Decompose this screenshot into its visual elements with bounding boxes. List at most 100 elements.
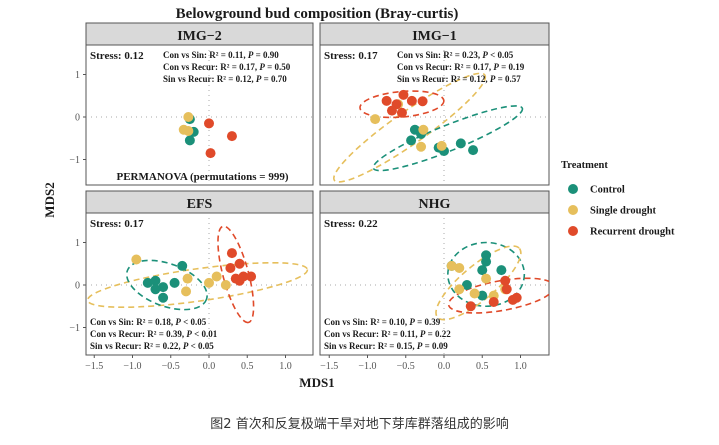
data-point-control	[406, 135, 417, 146]
data-point-single-drought	[220, 280, 231, 290]
data-point-recurrent-drought	[398, 89, 409, 100]
data-point-control	[177, 260, 188, 271]
legend: Treatment Control Single drought Recurrent…	[561, 160, 675, 238]
data-point-single-drought	[436, 140, 447, 151]
confidence-ellipse-recurrent-drought	[217, 225, 255, 324]
panel-nhg: NHG −1.5 −1.0 −0.5 0.0 0.5 1.0 Stress: 0.22 Con …	[319, 190, 550, 372]
x-tick-label: 0.0	[438, 361, 451, 372]
permanova-stat: Sin vs Recur: R² = 0.22, P < 0.05	[90, 341, 214, 351]
permanova-stat: Con vs Sin: R² = 0.23, P < 0.05	[397, 50, 514, 60]
x-tick-label: 1.0	[514, 361, 527, 372]
facet-strip-label: NHG	[419, 197, 451, 212]
plot-area	[319, 212, 550, 356]
permanova-stat: Sin vs Recur: R² = 0.15, P = 0.09	[324, 341, 448, 351]
data-point-recurrent-drought	[406, 95, 417, 106]
y-tick-label: −1	[69, 155, 80, 166]
data-point-single-drought	[183, 126, 194, 137]
facet-panels: IMG−2 −1 0 1 Stress: 0.12 Con vs Sin: R² = 0.…	[69, 22, 550, 372]
x-tick-label: 0.5	[476, 361, 489, 372]
data-point-single-drought	[446, 260, 457, 271]
facet-strip-label: EFS	[187, 197, 213, 212]
legend-key	[568, 184, 578, 194]
data-point-control	[150, 275, 161, 286]
legend-label: Recurrent drought	[590, 227, 675, 238]
chart-title: Belowground bud composition (Bray-curtis…	[176, 6, 459, 22]
permanova-stat: Con vs Recur: R² = 0.17, P = 0.50	[163, 62, 291, 72]
data-point-control	[142, 277, 153, 288]
data-point-recurrent-drought	[381, 95, 392, 106]
data-point-single-drought	[211, 271, 222, 282]
data-point-control	[481, 256, 492, 267]
permanova-stat: Sin vs Recur: R² = 0.12, P = 0.57	[397, 74, 521, 84]
figure-caption: 图2 首次和反复极端干旱对地下芽库群落组成的影响	[210, 417, 509, 432]
data-point-recurrent-drought	[226, 248, 237, 259]
stress-label: Stress: 0.17	[90, 218, 144, 230]
data-point-control	[477, 265, 488, 276]
data-point-recurrent-drought	[417, 96, 428, 107]
x-tick-label: 0.0	[203, 361, 216, 372]
y-tick-label: 1	[75, 70, 80, 81]
x-tick-label: −1.0	[358, 361, 376, 372]
x-tick-label: −1.5	[320, 361, 338, 372]
data-point-control	[169, 277, 180, 288]
data-point-recurrent-drought	[511, 292, 522, 303]
x-tick-label: −1.0	[123, 361, 141, 372]
y-axis-label: MDS2	[42, 182, 57, 217]
data-point-single-drought	[131, 254, 142, 265]
plot-area	[319, 44, 550, 186]
x-tick-label: −0.5	[162, 361, 180, 372]
data-point-recurrent-drought	[225, 263, 236, 273]
data-point-recurrent-drought	[226, 131, 237, 142]
data-point-control	[461, 280, 472, 290]
data-point-control	[455, 138, 466, 149]
x-tick-label: 0.5	[241, 361, 254, 372]
y-tick-label: 0	[75, 113, 80, 124]
confidence-ellipse-single-drought	[333, 72, 487, 183]
data-point-single-drought	[182, 273, 193, 284]
permanova-stat: Con vs Sin: R² = 0.11, P = 0.90	[163, 50, 279, 60]
stress-label: Stress: 0.17	[324, 50, 378, 62]
plot-area	[85, 212, 314, 356]
y-tick-label: −1	[69, 323, 80, 334]
data-point-control	[150, 284, 161, 295]
panel-img-1: IMG−1 Stress: 0.17 Con vs Sin: R² = 0.23, …	[319, 22, 550, 186]
permanova-stat: Con vs Sin: R² = 0.10, P = 0.39	[324, 317, 441, 327]
legend-key	[568, 226, 578, 236]
x-tick-label: 1.0	[279, 361, 292, 372]
permanova-stat: Con vs Recur: R² = 0.17, P = 0.19	[397, 62, 525, 72]
y-tick-label: 1	[75, 238, 80, 249]
confidence-ellipse-recurrent-drought	[359, 90, 445, 119]
legend-title: Treatment	[561, 160, 608, 171]
stress-label: Stress: 0.22	[324, 218, 378, 230]
permanova-stat: Con vs Recur: R² = 0.39, P < 0.01	[90, 329, 218, 339]
x-axis-label: MDS1	[299, 375, 334, 390]
data-point-recurrent-drought	[246, 271, 257, 282]
data-point-single-drought	[469, 288, 480, 299]
legend-label: Single drought	[590, 206, 657, 217]
data-point-single-drought	[454, 284, 465, 295]
plot-area	[85, 44, 314, 186]
permanova-stat: Con vs Sin: R² = 0.18, P < 0.05	[90, 317, 207, 327]
confidence-ellipse-control	[372, 105, 524, 172]
data-point-single-drought	[370, 114, 381, 125]
y-tick-label: 0	[75, 281, 80, 292]
data-point-recurrent-drought	[204, 118, 214, 129]
facet-strip-label: IMG−2	[177, 29, 222, 44]
data-point-recurrent-drought	[488, 297, 499, 307]
confidence-ellipse-control	[125, 259, 208, 311]
legend-item-single-drought: Single drought	[568, 205, 657, 217]
data-point-recurrent-drought	[386, 105, 397, 116]
x-tick-label: −0.5	[397, 361, 415, 372]
data-point-recurrent-drought	[396, 107, 407, 118]
panel-img-2: IMG−2 −1 0 1 Stress: 0.12 Con vs Sin: R² = 0.…	[69, 22, 314, 186]
data-point-single-drought	[183, 112, 194, 122]
data-point-recurrent-drought	[234, 275, 245, 286]
data-point-control	[158, 292, 169, 303]
data-point-control	[496, 265, 507, 276]
data-point-single-drought	[416, 141, 427, 152]
legend-label: Control	[590, 185, 625, 196]
legend-item-recurrent-drought: Recurrent drought	[568, 226, 675, 238]
permanova-stat: Con vs Recur: R² = 0.11, P = 0.22	[324, 329, 451, 339]
panel-efs: EFS −1 0 1 −1.5 −1.0 −0.5 0.0 0.5 1.0 Stress: 0.17…	[69, 190, 314, 372]
